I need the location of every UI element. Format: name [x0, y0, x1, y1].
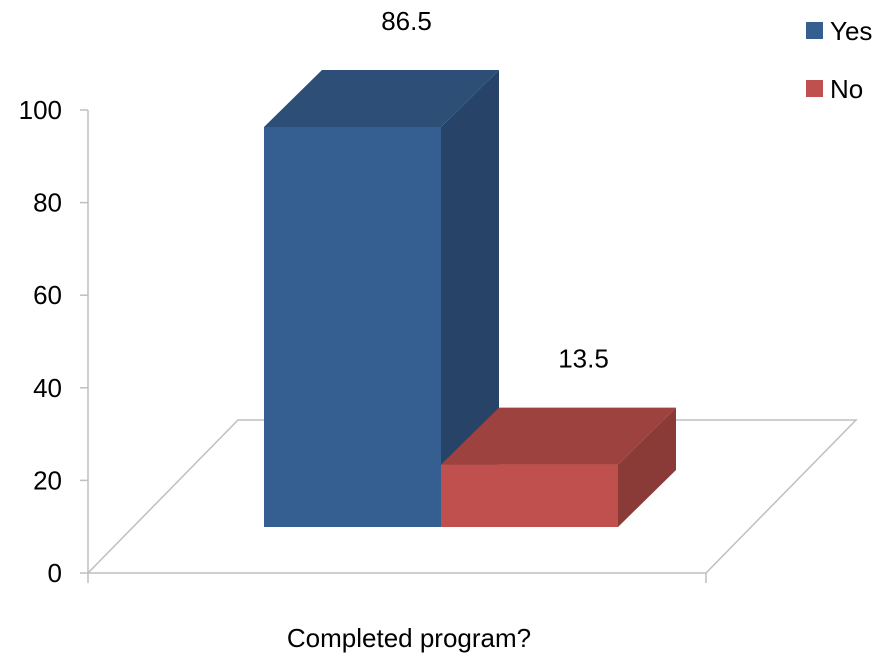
bar-no — [441, 407, 676, 527]
y-axis-ticks: 0 20 40 60 80 100 — [19, 95, 88, 588]
bar-top-face — [441, 407, 676, 465]
legend-swatch-yes — [806, 22, 823, 39]
legend-swatch-no — [806, 80, 823, 97]
y-tick-label: 100 — [19, 95, 62, 125]
bar-side-face — [618, 407, 676, 527]
y-tick-label: 60 — [33, 280, 62, 310]
y-tick-label: 20 — [33, 465, 62, 495]
y-tick-label: 0 — [48, 558, 62, 588]
data-label-yes: 86.5 — [381, 6, 432, 36]
bars — [264, 70, 676, 527]
y-tick-label: 40 — [33, 373, 62, 403]
bar-side-face — [441, 70, 499, 527]
legend: Yes No — [806, 16, 872, 104]
legend-label-yes: Yes — [830, 16, 872, 46]
legend-label-no: No — [830, 74, 863, 104]
x-axis-title: Completed program? — [287, 623, 531, 653]
data-label-no: 13.5 — [558, 344, 609, 374]
chart-floor — [86, 419, 858, 574]
bar-yes — [264, 70, 499, 527]
bar-top-face — [264, 70, 499, 127]
bar-front-face — [264, 127, 441, 527]
y-tick-label: 80 — [33, 188, 62, 218]
data-labels: 86.5 13.5 — [381, 6, 609, 374]
bar-front-face — [441, 464, 618, 527]
